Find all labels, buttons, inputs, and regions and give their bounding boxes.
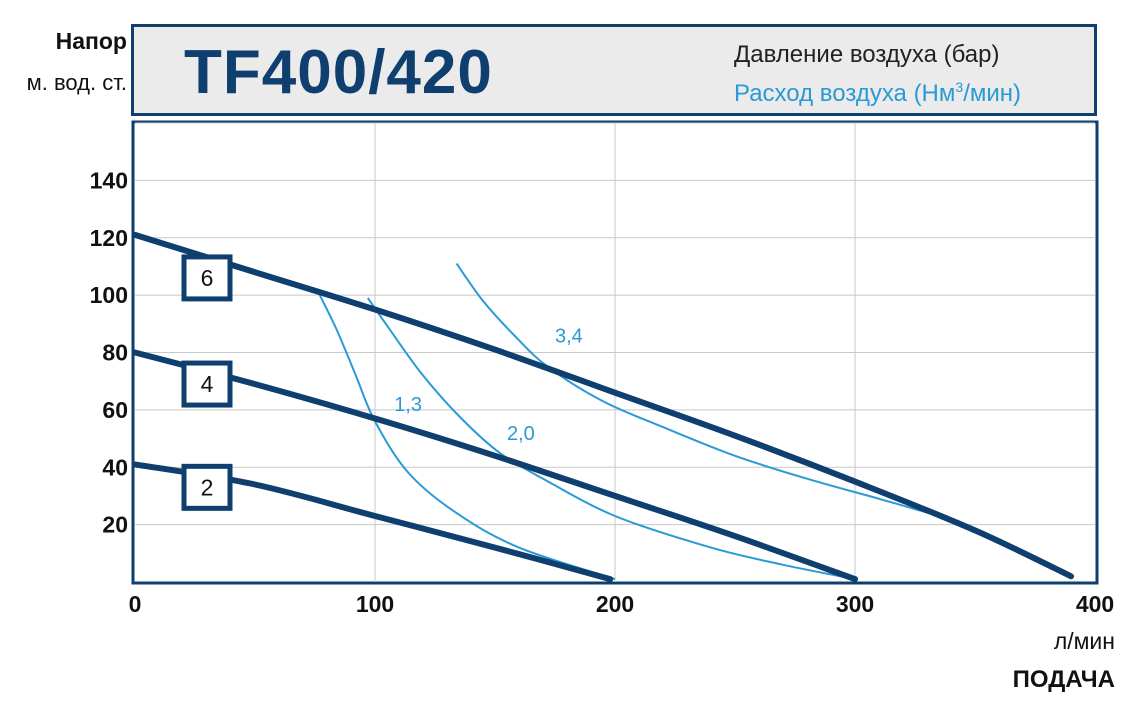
- x-tick-label: 300: [836, 591, 874, 617]
- y-axis-title: Напор: [55, 28, 127, 54]
- pressure-label-box: [181, 463, 233, 511]
- legend-pressure-label: Давление воздуха (бар): [734, 41, 1000, 68]
- legend-flow-label: Расход воздуха (Нм3/мин): [734, 79, 1021, 108]
- flow-series-label: 1,3: [394, 394, 422, 416]
- y-tick-label: 120: [90, 225, 128, 251]
- y-axis-unit: м. вод. ст.: [26, 70, 127, 95]
- pressure-label-box: [181, 360, 233, 408]
- x-tick-label: 100: [356, 591, 394, 617]
- x-tick-label: 200: [596, 591, 634, 617]
- x-axis-title: ПОДАЧА: [1012, 666, 1115, 693]
- flow-line: [455, 263, 940, 517]
- flow-line: [318, 294, 616, 581]
- legend-flow-label-end: /мин): [963, 80, 1022, 107]
- title-box: TF400/420 Давление воздуха (бар) Расход …: [131, 24, 1097, 116]
- flow-lines: [318, 263, 940, 581]
- y-tick-label: 60: [102, 397, 128, 423]
- y-tick-label: 40: [102, 454, 128, 480]
- series-labels: 1,3 2,0 3,4 2 4 6: [181, 254, 583, 511]
- x-axis-unit: л/мин: [1053, 628, 1115, 654]
- model-title: TF400/420: [184, 38, 493, 107]
- flow-series-label: 2,0: [507, 423, 535, 445]
- pressure-series-label: 2: [201, 474, 214, 500]
- pressure-label-box: [181, 254, 233, 302]
- legend-flow-label-sup: 3: [955, 79, 964, 95]
- flow-series-label: 3,4: [555, 325, 583, 347]
- y-tick-label: 140: [90, 167, 128, 193]
- grid: [135, 122, 1095, 582]
- pressure-line: [132, 231, 1074, 580]
- y-tick-label: 100: [90, 282, 128, 308]
- y-tick-label: 20: [102, 512, 128, 538]
- pressure-series-label: 6: [201, 265, 214, 291]
- pressure-series-label: 4: [201, 371, 214, 397]
- tick-labels: 0 100 200 300 400 20 40 60 80 100 120 140: [90, 167, 1115, 617]
- pressure-line: [132, 349, 858, 583]
- x-tick-label: 400: [1076, 591, 1114, 617]
- y-tick-label: 80: [102, 340, 128, 366]
- flow-line: [366, 297, 856, 581]
- x-tick-label: 0: [129, 591, 142, 617]
- legend-flow-label-main: Расход воздуха (Нм: [734, 80, 956, 107]
